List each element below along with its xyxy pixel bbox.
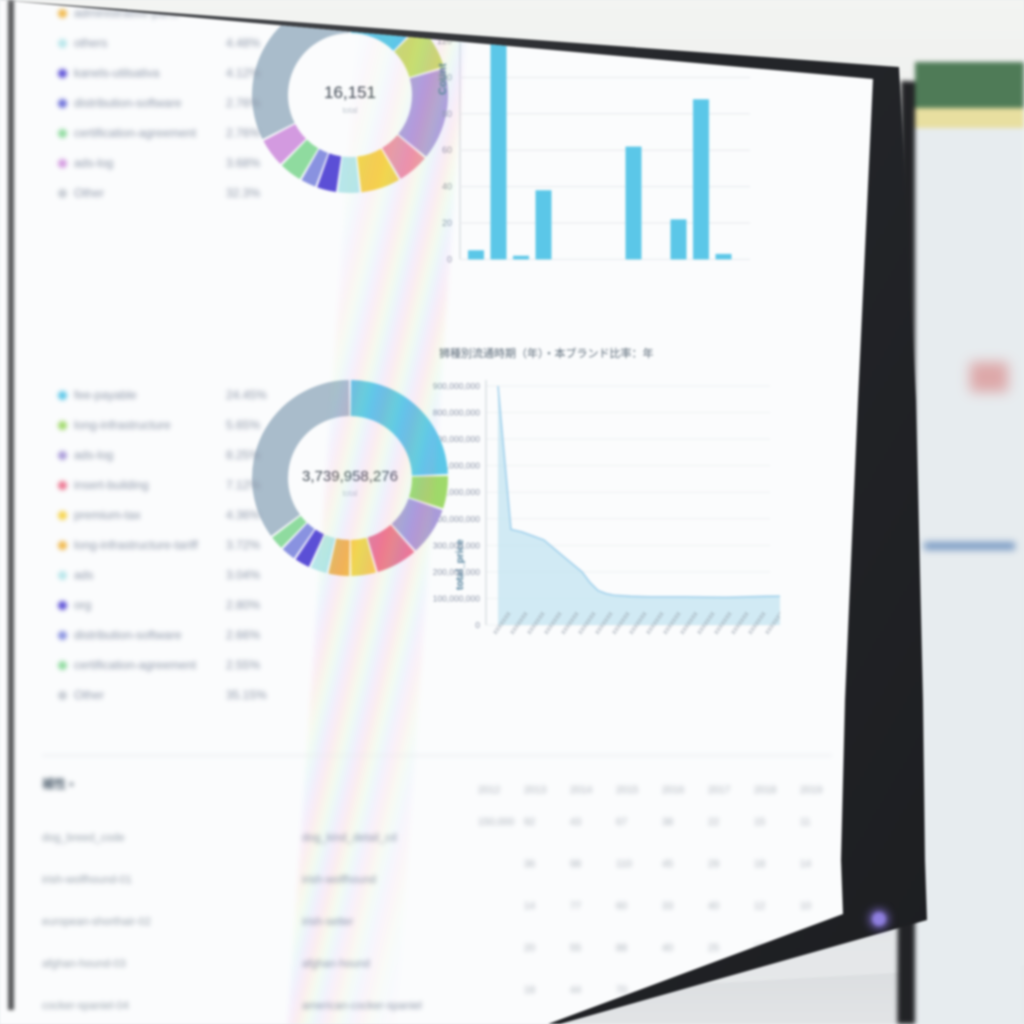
svg-text:140: 140 — [437, 0, 452, 10]
